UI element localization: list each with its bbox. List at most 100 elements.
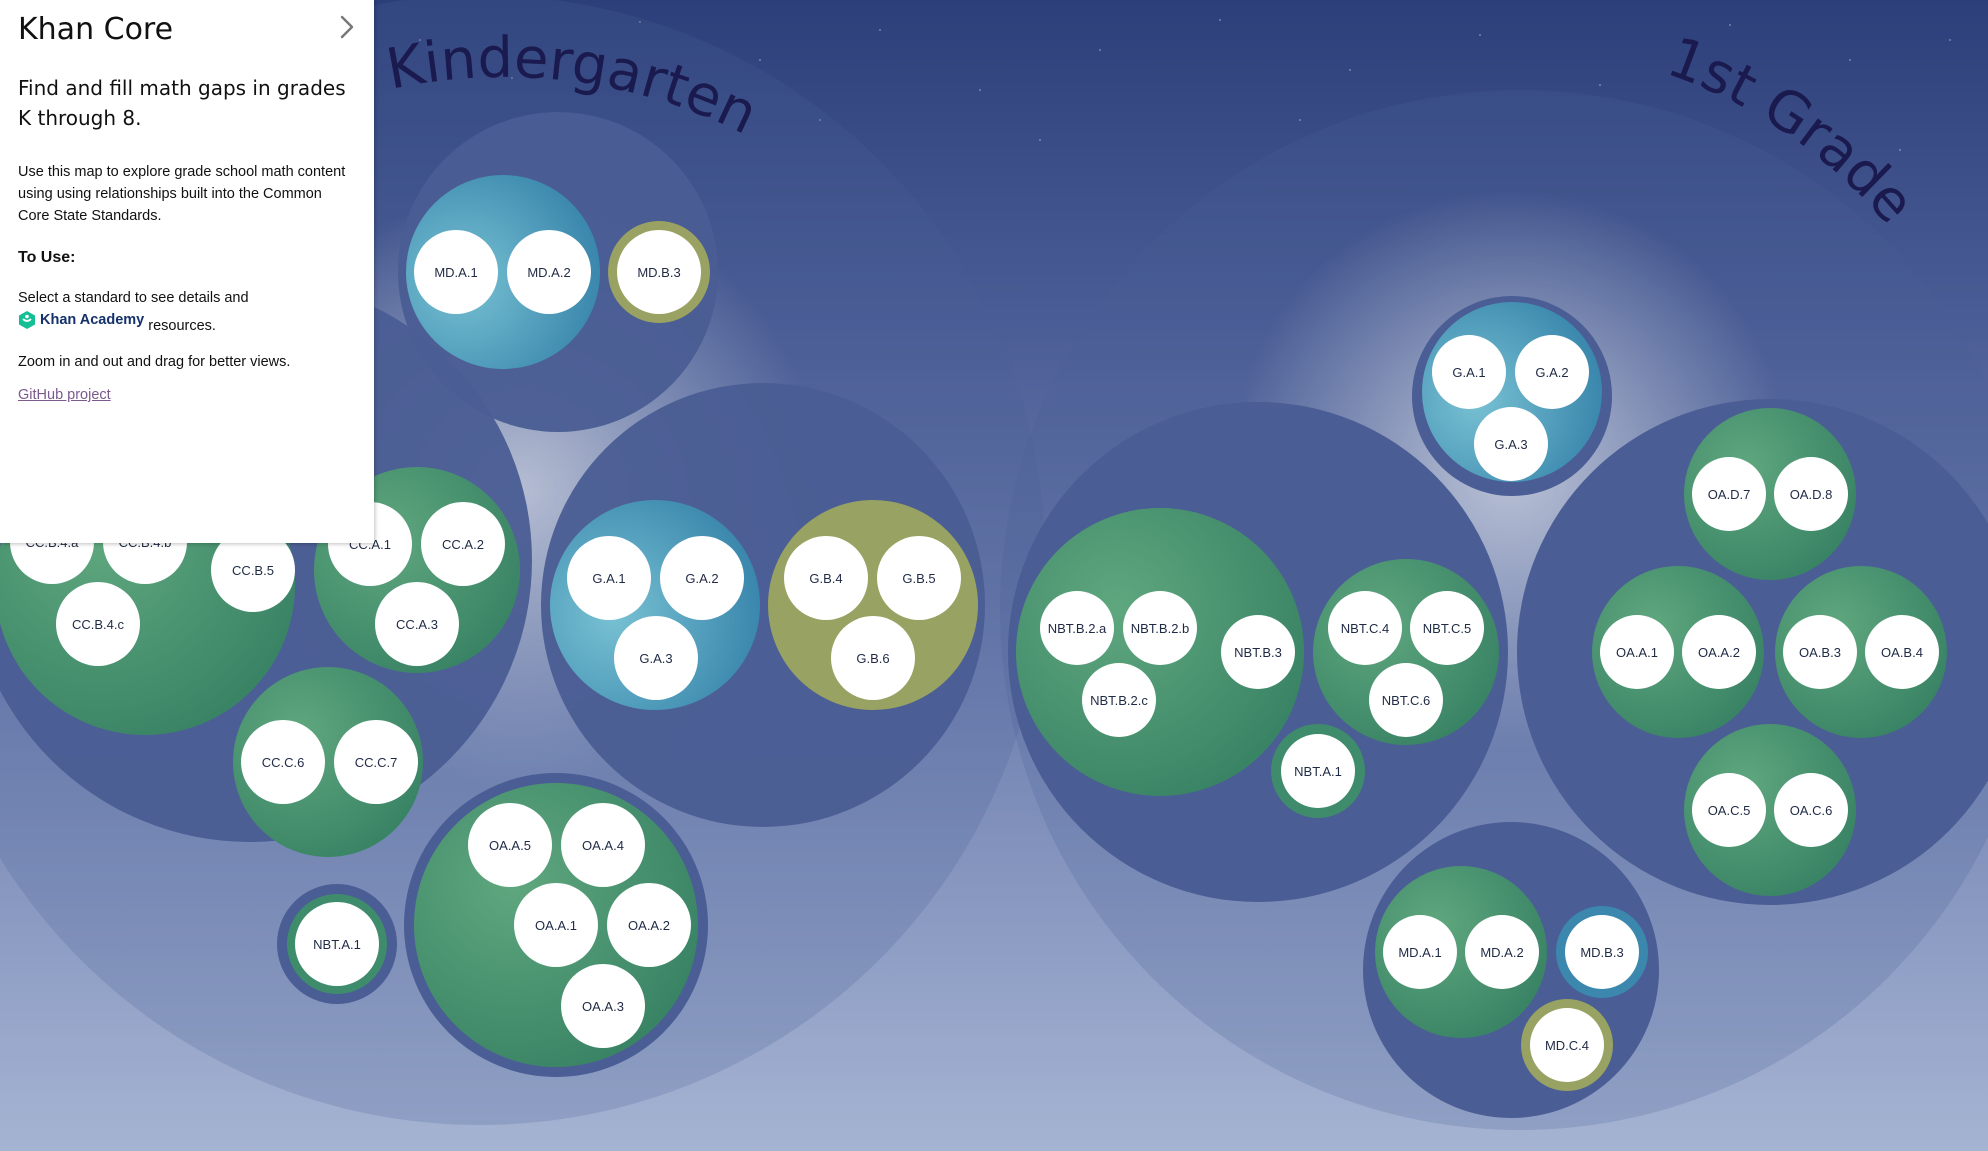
github-link[interactable]: GitHub project [18, 387, 111, 403]
standard-md-c4[interactable] [1530, 1008, 1604, 1082]
standard-g1-oa-a2[interactable] [1682, 615, 1756, 689]
panel-subtitle: Find and fill math gaps in grades K thro… [18, 76, 346, 130]
grade-kindergarten[interactable]: Kindergarten CC.B.4.a CC.B.4.b CC.B.5 CC… [0, 0, 1045, 1125]
info-panel: Khan Core Find and fill math gaps in gra… [0, 0, 374, 543]
standard-label: OA.C.6 [1790, 803, 1833, 818]
standard-label: G.B.4 [809, 571, 842, 586]
standard-cc-c7[interactable] [334, 720, 418, 804]
domain-g1-md-a[interactable] [1375, 866, 1547, 1038]
standard-g1-g-a2[interactable] [1515, 335, 1589, 409]
domain-oa-b[interactable] [1775, 566, 1947, 738]
domain-cc-c[interactable] [233, 667, 423, 857]
chevron-right-icon[interactable] [336, 14, 358, 40]
standard-label: G.A.1 [592, 571, 625, 586]
standard-label: CC.C.6 [262, 755, 305, 770]
standard-label: OA.B.3 [1799, 645, 1841, 660]
zoom-instructions: Zoom in and out and drag for better view… [18, 354, 291, 370]
khan-academy-link[interactable]: Khan Academy [18, 309, 144, 331]
standard-nbt-b2b[interactable] [1123, 591, 1197, 665]
standard-g1-md-a2[interactable] [1465, 915, 1539, 989]
standard-oa-a2[interactable] [607, 883, 691, 967]
standard-label: OA.A.1 [1616, 645, 1658, 660]
standard-md-a2[interactable] [507, 230, 591, 314]
standard-label: MD.B.3 [1580, 945, 1623, 960]
select-text: Select a standard to see details and [18, 290, 249, 306]
domain-oa-d[interactable] [1684, 408, 1856, 580]
panel-description: Use this map to explore grade school mat… [18, 164, 346, 224]
standard-label: CC.B.5 [232, 563, 274, 578]
standard-label: OA.A.4 [582, 838, 624, 853]
cluster-geometry[interactable] [541, 383, 985, 827]
standard-oa-a4[interactable] [561, 803, 645, 887]
standard-cc-c6[interactable] [241, 720, 325, 804]
standard-nbt-c5[interactable] [1410, 591, 1484, 665]
standard-oa-d7[interactable] [1692, 457, 1766, 531]
standard-g1-nbt-a1[interactable] [1281, 734, 1355, 808]
standard-label: CC.A.2 [442, 537, 484, 552]
standard-oa-a1[interactable] [514, 883, 598, 967]
standard-nbt-b3[interactable] [1221, 615, 1295, 689]
standard-label: MD.A.1 [434, 265, 477, 280]
standard-label: NBT.A.1 [313, 937, 361, 952]
standard-label: MD.A.2 [1480, 945, 1523, 960]
standard-oa-d8[interactable] [1774, 457, 1848, 531]
standard-g-a3[interactable] [614, 616, 698, 700]
standard-label: NBT.B.2.a [1048, 621, 1107, 636]
standard-nbt-a1[interactable] [295, 902, 379, 986]
standard-label: NBT.B.3 [1234, 645, 1282, 660]
standard-cc-a3[interactable] [375, 582, 459, 666]
standard-nbt-c4[interactable] [1328, 591, 1402, 665]
standard-md-a1[interactable] [414, 230, 498, 314]
standard-label: OA.A.2 [628, 918, 670, 933]
standard-oa-a3[interactable] [561, 964, 645, 1048]
standard-g1-g-a3[interactable] [1474, 407, 1548, 481]
standard-g1-md-a1[interactable] [1383, 915, 1457, 989]
domain-g1-oa-a[interactable] [1592, 566, 1764, 738]
standard-g-b5[interactable] [877, 536, 961, 620]
standard-label: CC.B.4.c [72, 617, 125, 632]
standard-label: NBT.C.4 [1341, 621, 1389, 636]
standard-label: CC.C.7 [355, 755, 398, 770]
standard-label: MD.A.2 [527, 265, 570, 280]
standard-label: NBT.C.6 [1382, 693, 1430, 708]
standard-cc-b5[interactable] [211, 528, 295, 612]
standard-g-b4[interactable] [784, 536, 868, 620]
standard-g-a1[interactable] [567, 536, 651, 620]
standard-label: OA.A.5 [489, 838, 531, 853]
standard-md-b3[interactable] [617, 230, 701, 314]
app-title: Khan Core [18, 12, 174, 47]
standard-cc-b4c[interactable] [56, 582, 140, 666]
standard-g1-md-b3[interactable] [1565, 915, 1639, 989]
standard-label: G.A.3 [639, 651, 672, 666]
standard-label: G.A.2 [685, 571, 718, 586]
standard-g-b6[interactable] [831, 616, 915, 700]
standard-g1-oa-a1[interactable] [1600, 615, 1674, 689]
standard-nbt-c6[interactable] [1369, 663, 1443, 737]
standard-label: MD.C.4 [1545, 1038, 1589, 1053]
standard-label: CC.A.3 [396, 617, 438, 632]
standard-oa-c6[interactable] [1774, 773, 1848, 847]
domain-md-a[interactable] [406, 175, 600, 369]
standard-nbt-b2c[interactable] [1082, 663, 1156, 737]
standard-g-a2[interactable] [660, 536, 744, 620]
standard-label: G.A.1 [1452, 365, 1485, 380]
standard-nbt-b2a[interactable] [1040, 591, 1114, 665]
grade-first[interactable]: 1st Grade G.A.1 G.A.2 G.A.3 NBT.B.2.a NB… [1000, 25, 1988, 1130]
standard-oa-c5[interactable] [1692, 773, 1766, 847]
resources-text: resources. [148, 318, 216, 334]
starfield [419, 19, 1951, 151]
standard-label: OA.A.1 [535, 918, 577, 933]
standard-label: G.B.5 [902, 571, 935, 586]
standard-label: OA.A.2 [1698, 645, 1740, 660]
to-use-heading: To Use: [18, 249, 76, 266]
domain-oa-c[interactable] [1684, 724, 1856, 896]
standard-label: NBT.B.2.c [1090, 693, 1148, 708]
standard-oa-b3[interactable] [1783, 615, 1857, 689]
standard-g1-g-a1[interactable] [1432, 335, 1506, 409]
standard-label: MD.A.1 [1398, 945, 1441, 960]
standard-oa-a5[interactable] [468, 803, 552, 887]
standard-label: NBT.A.1 [1294, 764, 1342, 779]
standard-oa-b4[interactable] [1865, 615, 1939, 689]
standard-label: G.B.6 [856, 651, 889, 666]
standard-cc-a2[interactable] [421, 502, 505, 586]
